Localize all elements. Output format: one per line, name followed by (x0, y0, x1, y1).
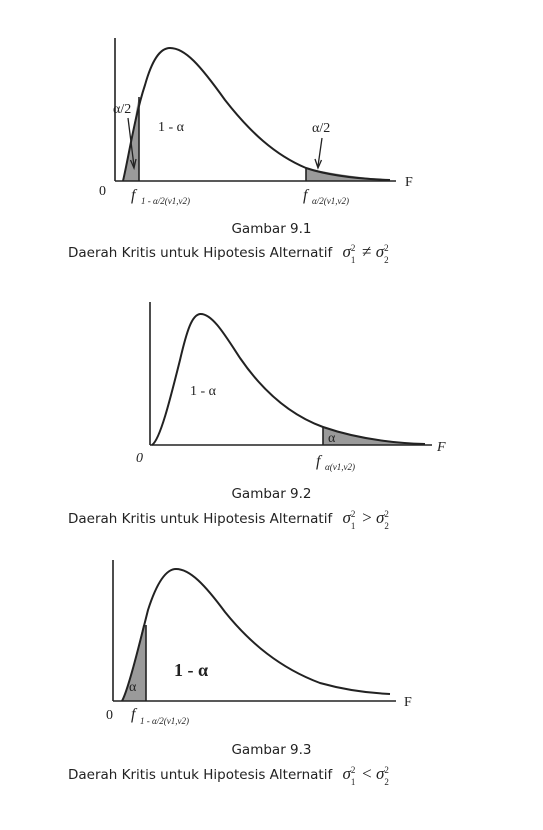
fig2-right-crit-f: f (316, 453, 323, 470)
fig1-axis-label: F (405, 175, 413, 190)
sigma-lhs: σ (342, 242, 351, 261)
fig2-density-curve (151, 313, 426, 446)
figure-9-2: 1 - α α 0 F f α(v1,v2) (136, 302, 446, 472)
fig3-left-crit-f: f (131, 706, 138, 723)
fig1-left-alpha-label: α/2 (113, 102, 131, 117)
fig1-center-label: 1 - α (158, 120, 185, 135)
sigma-rhs: σ (375, 508, 385, 527)
caption-9-1: Gambar 9.1 (231, 221, 312, 237)
fig2-right-tail-area (323, 427, 425, 445)
relation-9-1: ≠ (362, 242, 372, 261)
sigma-lhs: σ (342, 508, 351, 527)
fig1-right-crit-sub: α/2(v1,v2) (312, 196, 349, 206)
fig2-center-label: 1 - α (190, 384, 217, 399)
subtitle-9-2: Daerah Kritis untuk Hipotesis Alternatif… (68, 508, 392, 531)
caption-9-3: Gambar 9.3 (231, 742, 312, 758)
fig3-axis-label: F (404, 695, 412, 710)
sub-rhs: 2 (384, 521, 389, 531)
sup-lhs: 2 (350, 509, 356, 519)
sub-lhs: 1 (350, 777, 356, 787)
fig2-axis-label: F (436, 440, 446, 455)
sup-rhs: 2 (384, 509, 389, 519)
fig1-left-arrowhead (129, 158, 137, 171)
sub-rhs: 2 (384, 777, 389, 787)
fig2-right-crit-sub: α(v1,v2) (325, 462, 355, 472)
fig2-right-alpha-label: α (328, 431, 336, 446)
figure-9-1: α/2 1 - α α/2 0 F f 1 - α/2(v1,v2) f α/2… (99, 38, 413, 206)
fig1-left-crit-f: f (131, 187, 138, 204)
fig3-left-crit-sub: 1 - α/2(v1,v2) (140, 716, 189, 726)
sigma-rhs: σ (375, 764, 385, 783)
relation-9-2: > (362, 508, 372, 527)
fig3-center-label: 1 - α (174, 660, 208, 680)
sub-lhs: 1 (350, 255, 356, 265)
caption-9-2: Gambar 9.2 (231, 486, 312, 502)
fig2-origin-label: 0 (136, 451, 143, 466)
subtitle-9-3: Daerah Kritis untuk Hipotesis Alternatif… (68, 764, 392, 787)
fig3-left-alpha-label: α (129, 680, 137, 695)
fig1-left-crit-sub: 1 - α/2(v1,v2) (141, 196, 190, 206)
fig1-origin-label: 0 (99, 184, 106, 199)
fig1-right-crit-f: f (303, 187, 310, 204)
subtitle-9-1: Daerah Kritis untuk Hipotesis Alternatif… (68, 242, 392, 265)
fig3-origin-label: 0 (106, 708, 113, 723)
fig1-density-curve (122, 46, 391, 182)
fig1-left-arrow (127, 117, 135, 167)
sub-rhs: 2 (384, 255, 389, 265)
fig3-density-curve (121, 567, 391, 702)
sup-lhs: 2 (350, 243, 356, 253)
sup-lhs: 2 (350, 765, 356, 775)
subtitle-9-3-text: Daerah Kritis untuk Hipotesis Alternatif (68, 767, 333, 783)
fig1-right-tail-area (306, 168, 390, 181)
fig1-right-alpha-label: α/2 (312, 121, 330, 136)
sigma-rhs: σ (375, 242, 385, 261)
sup-rhs: 2 (384, 765, 389, 775)
subtitle-9-2-text: Daerah Kritis untuk Hipotesis Alternatif (68, 511, 333, 527)
sigma-lhs: σ (342, 764, 351, 783)
fig1-left-tail-area (123, 97, 139, 181)
sup-rhs: 2 (384, 243, 389, 253)
fig1-right-arrowhead (314, 158, 323, 170)
figure-9-3: α 1 - α 0 F f 1 - α/2(v1,v2) (106, 560, 412, 726)
fig1-right-arrow (317, 137, 323, 167)
sub-lhs: 1 (350, 521, 356, 531)
relation-9-3: < (362, 764, 372, 783)
subtitle-9-1-text: Daerah Kritis untuk Hipotesis Alternatif (68, 245, 333, 261)
